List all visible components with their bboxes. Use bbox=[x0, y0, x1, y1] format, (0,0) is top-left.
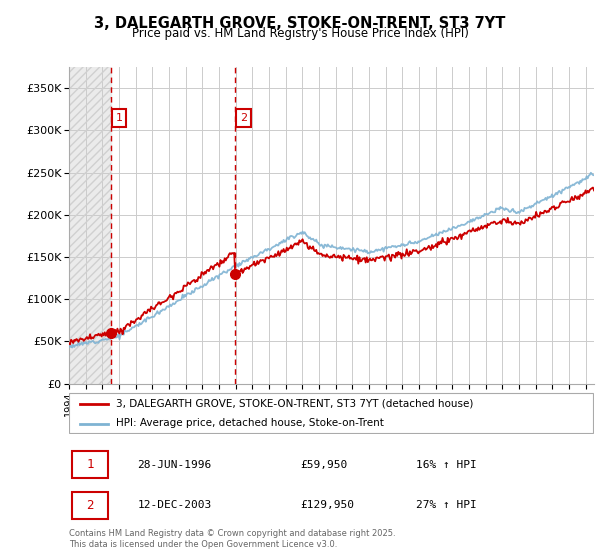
Text: 28-JUN-1996: 28-JUN-1996 bbox=[137, 460, 212, 470]
Text: 2: 2 bbox=[86, 498, 94, 512]
Text: Contains HM Land Registry data © Crown copyright and database right 2025.
This d: Contains HM Land Registry data © Crown c… bbox=[69, 529, 395, 549]
Text: HPI: Average price, detached house, Stoke-on-Trent: HPI: Average price, detached house, Stok… bbox=[116, 418, 384, 428]
Text: 12-DEC-2003: 12-DEC-2003 bbox=[137, 500, 212, 510]
FancyBboxPatch shape bbox=[69, 393, 593, 433]
Text: £59,950: £59,950 bbox=[300, 460, 347, 470]
Bar bbox=[69, 67, 110, 384]
Text: 2: 2 bbox=[240, 113, 247, 123]
Text: 3, DALEGARTH GROVE, STOKE-ON-TRENT, ST3 7YT: 3, DALEGARTH GROVE, STOKE-ON-TRENT, ST3 … bbox=[94, 16, 506, 31]
Bar bbox=[69, 67, 110, 384]
Text: Price paid vs. HM Land Registry's House Price Index (HPI): Price paid vs. HM Land Registry's House … bbox=[131, 27, 469, 40]
Text: 1: 1 bbox=[86, 458, 94, 472]
Text: 3, DALEGARTH GROVE, STOKE-ON-TRENT, ST3 7YT (detached house): 3, DALEGARTH GROVE, STOKE-ON-TRENT, ST3 … bbox=[116, 399, 473, 409]
FancyBboxPatch shape bbox=[71, 451, 109, 478]
Text: 16% ↑ HPI: 16% ↑ HPI bbox=[415, 460, 476, 470]
Text: 27% ↑ HPI: 27% ↑ HPI bbox=[415, 500, 476, 510]
FancyBboxPatch shape bbox=[71, 492, 109, 519]
Text: 1: 1 bbox=[115, 113, 122, 123]
Text: £129,950: £129,950 bbox=[300, 500, 354, 510]
